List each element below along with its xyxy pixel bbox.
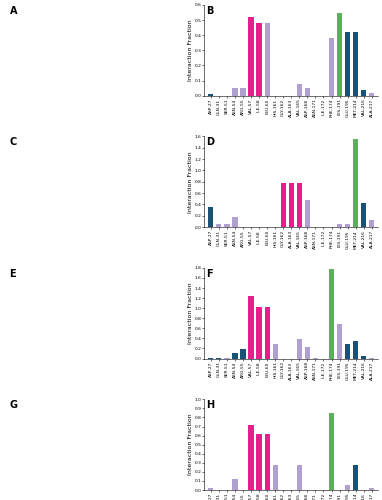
Bar bbox=[256, 307, 262, 358]
Bar bbox=[224, 224, 230, 227]
Bar bbox=[361, 356, 366, 358]
Bar bbox=[353, 341, 358, 358]
Bar bbox=[208, 94, 214, 96]
Bar bbox=[273, 344, 278, 358]
Bar bbox=[353, 32, 358, 96]
Text: D: D bbox=[206, 138, 214, 147]
Bar bbox=[337, 12, 342, 96]
Bar bbox=[345, 486, 350, 490]
Bar bbox=[297, 84, 302, 96]
Text: B: B bbox=[206, 6, 214, 16]
Bar bbox=[369, 220, 374, 227]
Text: A: A bbox=[10, 6, 17, 16]
Bar bbox=[264, 434, 270, 490]
Bar bbox=[337, 324, 342, 358]
Bar bbox=[297, 183, 302, 227]
Bar bbox=[305, 200, 310, 227]
Bar bbox=[240, 350, 246, 358]
Bar bbox=[232, 352, 238, 358]
Bar bbox=[289, 183, 294, 227]
Bar bbox=[281, 183, 286, 227]
Bar bbox=[361, 90, 366, 96]
Text: C: C bbox=[10, 138, 17, 147]
Bar bbox=[256, 23, 262, 96]
Bar bbox=[273, 226, 278, 227]
Bar bbox=[232, 88, 238, 96]
Bar bbox=[353, 140, 358, 227]
Bar bbox=[369, 92, 374, 96]
Bar bbox=[208, 488, 214, 490]
Bar bbox=[337, 224, 342, 227]
Y-axis label: Interaction Fraction: Interaction Fraction bbox=[188, 20, 193, 81]
Bar bbox=[345, 224, 350, 227]
Bar bbox=[329, 269, 334, 358]
Bar bbox=[305, 348, 310, 358]
Bar bbox=[264, 23, 270, 96]
Bar bbox=[361, 204, 366, 227]
Bar bbox=[232, 479, 238, 490]
Bar bbox=[216, 224, 222, 227]
Bar bbox=[369, 488, 374, 490]
Bar bbox=[297, 340, 302, 358]
Bar bbox=[232, 217, 238, 227]
Bar bbox=[353, 464, 358, 490]
Text: H: H bbox=[206, 400, 214, 410]
Bar bbox=[273, 464, 278, 490]
Bar bbox=[264, 307, 270, 358]
Text: G: G bbox=[10, 400, 18, 410]
Bar bbox=[248, 296, 254, 358]
Bar bbox=[345, 32, 350, 96]
Bar bbox=[305, 88, 310, 96]
Y-axis label: Interaction Fraction: Interaction Fraction bbox=[188, 151, 193, 212]
Bar bbox=[297, 464, 302, 490]
Bar bbox=[240, 88, 246, 96]
Bar bbox=[208, 208, 214, 227]
Bar bbox=[248, 424, 254, 490]
Bar bbox=[329, 413, 334, 490]
Bar bbox=[329, 38, 334, 96]
Y-axis label: Interaction Fraction: Interaction Fraction bbox=[188, 282, 193, 344]
Bar bbox=[248, 17, 254, 96]
Y-axis label: Interaction Fraction: Interaction Fraction bbox=[188, 414, 193, 476]
Text: E: E bbox=[10, 269, 16, 279]
Bar bbox=[256, 434, 262, 490]
Text: F: F bbox=[206, 269, 213, 279]
Bar bbox=[264, 226, 270, 227]
Bar bbox=[345, 344, 350, 358]
